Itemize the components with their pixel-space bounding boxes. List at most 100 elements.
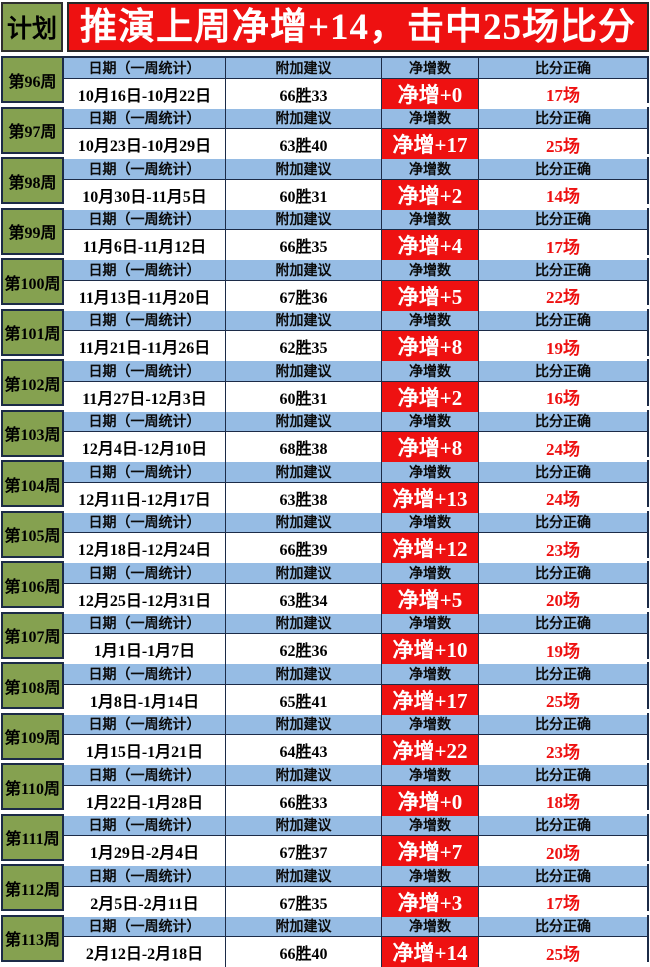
- banner-title: 推演上周净增+14，击中25场比分: [67, 2, 649, 52]
- net-gain-badge: 净增+17: [382, 129, 479, 159]
- header-net: 净增数: [382, 209, 479, 230]
- correct-score-count: 24场: [479, 482, 647, 513]
- plan-label: 计划: [1, 2, 63, 52]
- header-advice: 附加建议: [226, 361, 382, 382]
- header-score: 比分正确: [479, 916, 647, 937]
- header-date: 日期（一周统计）: [64, 411, 226, 432]
- week-block: 第108周 日期（一周统计） 附加建议 净增数 比分正确 1月8日-1月14日 …: [1, 662, 649, 715]
- week-label: 第97周: [3, 108, 64, 152]
- week-label: 第112周: [3, 866, 64, 909]
- week-grid: 日期（一周统计） 附加建议 净增数 比分正确 1月8日-1月14日 65胜41 …: [64, 664, 647, 715]
- win-record: 62胜35: [226, 331, 382, 361]
- week-grid: 日期（一周统计） 附加建议 净增数 比分正确 11月21日-11月26日 62胜…: [64, 310, 647, 361]
- header-advice: 附加建议: [226, 714, 382, 735]
- week-grid: 日期（一周统计） 附加建议 净增数 比分正确 12月11日-12月17日 63胜…: [64, 462, 647, 513]
- header-net: 净增数: [382, 765, 479, 786]
- week-grid: 日期（一周统计） 附加建议 净增数 比分正确 12月4日-12月10日 68胜3…: [64, 411, 647, 462]
- header-net: 净增数: [382, 462, 479, 483]
- header-score: 比分正确: [479, 361, 647, 382]
- net-gain-badge: 净增+13: [382, 482, 479, 513]
- header-score: 比分正确: [479, 462, 647, 483]
- week-label: 第113周: [3, 916, 64, 960]
- correct-score-count: 14场: [479, 179, 647, 210]
- week-grid: 日期（一周统计） 附加建议 净增数 比分正确 2月5日-2月11日 67胜35 …: [64, 866, 647, 917]
- date-range: 12月18日-12月24日: [64, 533, 226, 563]
- week-block: 第111周 日期（一周统计） 附加建议 净增数 比分正确 1月29日-2月4日 …: [1, 813, 649, 866]
- correct-score-count: 17场: [479, 230, 647, 260]
- correct-score-count: 25场: [479, 937, 647, 967]
- week-grid: 日期（一周统计） 附加建议 净增数 比分正确 1月1日-1月7日 62胜36 净…: [64, 613, 647, 664]
- header-score: 比分正确: [479, 613, 647, 634]
- net-gain-badge: 净增+10: [382, 634, 479, 664]
- week-label: 第105周: [3, 512, 64, 556]
- header-net: 净增数: [382, 815, 479, 836]
- header-advice: 附加建议: [226, 916, 382, 937]
- week-block: 第101周 日期（一周统计） 附加建议 净增数 比分正确 11月21日-11月2…: [1, 308, 649, 361]
- net-gain-badge: 净增+4: [382, 230, 479, 260]
- net-gain-badge: 净增+0: [382, 785, 479, 816]
- date-range: 12月11日-12月17日: [64, 482, 226, 513]
- correct-score-count: 16场: [479, 381, 647, 412]
- week-block: 第112周 日期（一周统计） 附加建议 净增数 比分正确 2月5日-2月11日 …: [1, 864, 649, 917]
- net-gain-badge: 净增+7: [382, 836, 479, 866]
- week-label: 第96周: [3, 58, 64, 101]
- header-advice: 附加建议: [226, 815, 382, 836]
- header-net: 净增数: [382, 512, 479, 533]
- header-score: 比分正确: [479, 209, 647, 230]
- week-label: 第102周: [3, 361, 64, 404]
- net-gain-badge: 净增+3: [382, 886, 479, 917]
- top-banner: 计划 推演上周净增+14，击中25场比分: [1, 2, 649, 52]
- week-block: 第102周 日期（一周统计） 附加建议 净增数 比分正确 11月27日-12月3…: [1, 359, 649, 412]
- win-record: 67胜37: [226, 836, 382, 866]
- date-range: 1月15日-1月21日: [64, 735, 226, 765]
- header-date: 日期（一周统计）: [64, 58, 226, 79]
- header-advice: 附加建议: [226, 260, 382, 281]
- week-grid: 日期（一周统计） 附加建议 净增数 比分正确 2月12日-2月18日 66胜40…: [64, 916, 647, 967]
- header-date: 日期（一周统计）: [64, 866, 226, 887]
- header-advice: 附加建议: [226, 613, 382, 634]
- header-date: 日期（一周统计）: [64, 159, 226, 180]
- week-block: 第97周 日期（一周统计） 附加建议 净增数 比分正确 10月23日-10月29…: [1, 106, 649, 159]
- header-advice: 附加建议: [226, 58, 382, 79]
- weeks-table: 第96周 日期（一周统计） 附加建议 净增数 比分正确 10月16日-10月22…: [1, 56, 649, 967]
- week-label: 第100周: [3, 260, 64, 303]
- date-range: 11月21日-11月26日: [64, 331, 226, 361]
- header-advice: 附加建议: [226, 411, 382, 432]
- net-gain-badge: 净增+14: [382, 937, 479, 967]
- week-grid: 日期（一周统计） 附加建议 净增数 比分正确 10月23日-10月29日 63胜…: [64, 108, 647, 159]
- header-date: 日期（一周统计）: [64, 815, 226, 836]
- date-range: 2月12日-2月18日: [64, 937, 226, 967]
- net-gain-badge: 净增+8: [382, 331, 479, 361]
- header-net: 净增数: [382, 260, 479, 281]
- week-label: 第99周: [3, 209, 64, 253]
- week-label: 第106周: [3, 563, 64, 606]
- week-label: 第108周: [3, 664, 64, 707]
- header-date: 日期（一周统计）: [64, 765, 226, 786]
- net-gain-badge: 净增+5: [382, 280, 479, 311]
- week-label: 第103周: [3, 411, 64, 455]
- header-advice: 附加建议: [226, 209, 382, 230]
- date-range: 11月6日-11月12日: [64, 230, 226, 260]
- win-record: 60胜31: [226, 179, 382, 210]
- week-label: 第101周: [3, 310, 64, 354]
- win-record: 67胜36: [226, 280, 382, 311]
- correct-score-count: 17场: [479, 78, 647, 109]
- header-advice: 附加建议: [226, 563, 382, 584]
- header-score: 比分正确: [479, 866, 647, 887]
- win-record: 66胜33: [226, 785, 382, 816]
- header-score: 比分正确: [479, 108, 647, 129]
- win-record: 63胜38: [226, 482, 382, 513]
- win-record: 62胜36: [226, 634, 382, 664]
- week-label: 第104周: [3, 462, 64, 505]
- week-label: 第111周: [3, 815, 64, 859]
- correct-score-count: 19场: [479, 634, 647, 664]
- win-record: 66胜35: [226, 230, 382, 260]
- week-label: 第107周: [3, 613, 64, 657]
- header-date: 日期（一周统计）: [64, 310, 226, 331]
- week-block: 第96周 日期（一周统计） 附加建议 净增数 比分正确 10月16日-10月22…: [1, 56, 649, 109]
- header-advice: 附加建议: [226, 108, 382, 129]
- week-block: 第100周 日期（一周统计） 附加建议 净增数 比分正确 11月13日-11月2…: [1, 258, 649, 311]
- correct-score-count: 19场: [479, 331, 647, 361]
- header-net: 净增数: [382, 159, 479, 180]
